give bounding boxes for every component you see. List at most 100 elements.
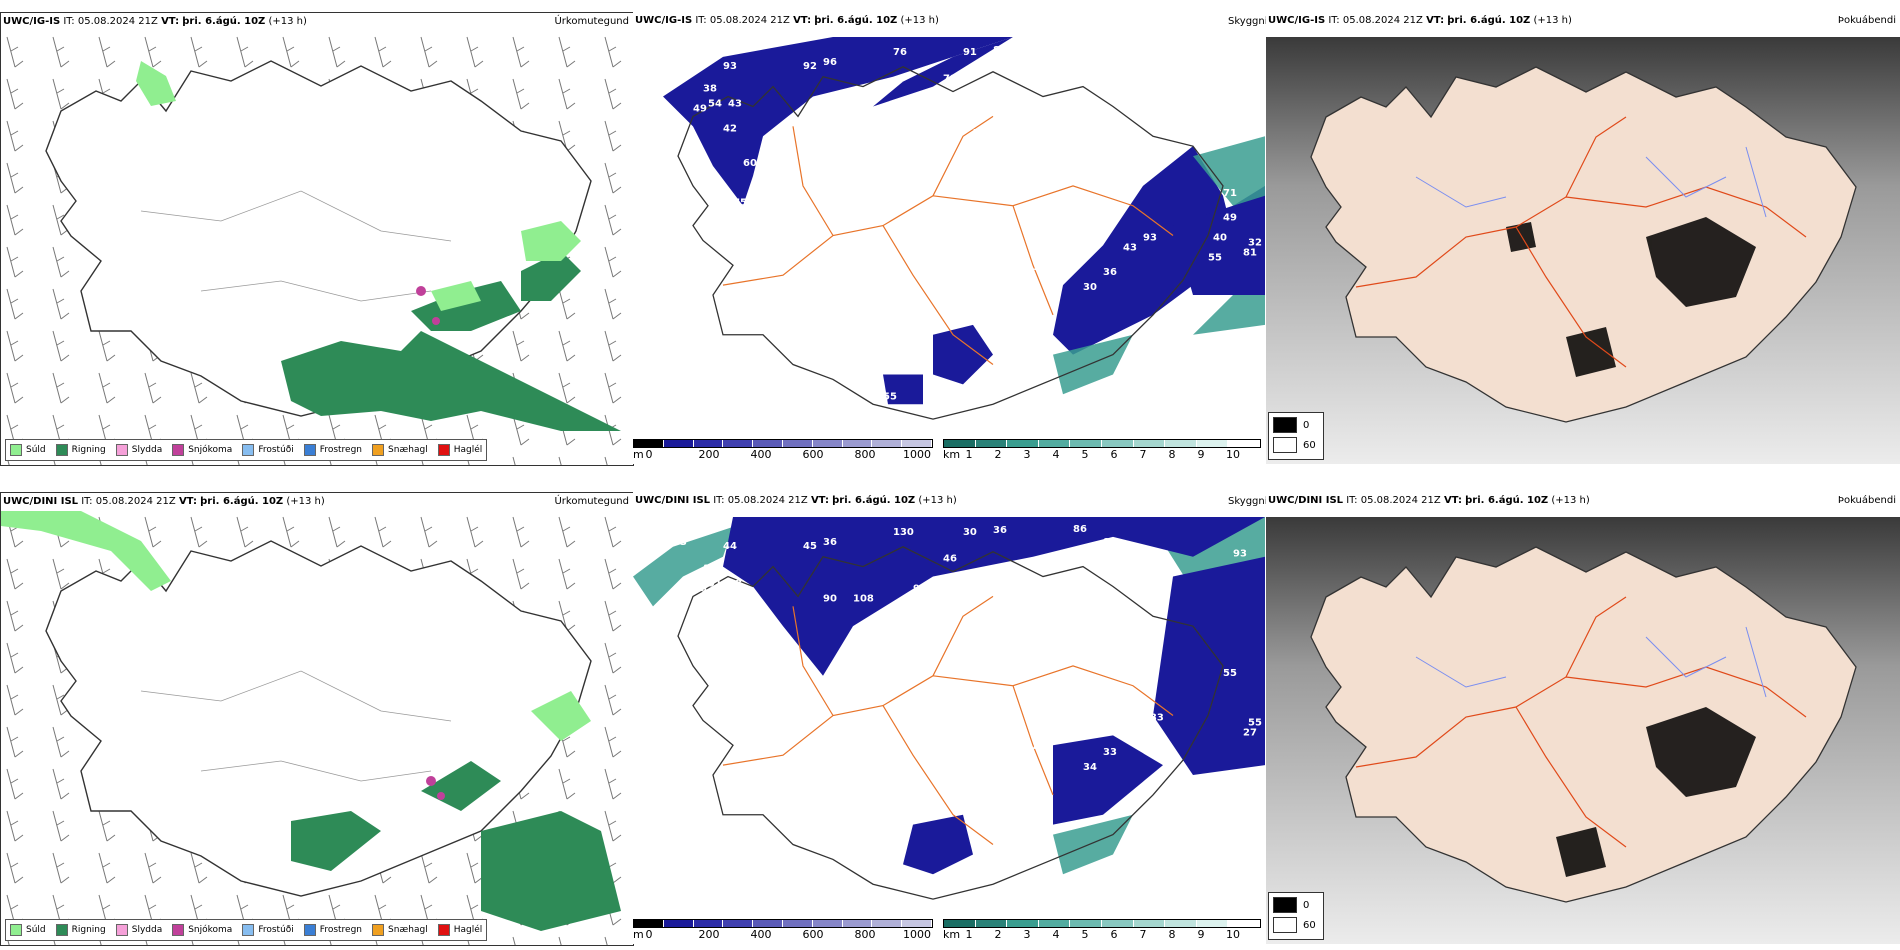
- valid-label: VT:: [1443, 495, 1462, 506]
- ceiling-height-label: 45: [803, 541, 817, 552]
- tick: 1: [965, 448, 973, 461]
- ceiling-height-label: 94: [913, 583, 927, 594]
- valid-label: VT:: [1426, 15, 1445, 26]
- swatch: [55, 924, 68, 936]
- ceiling-visibility-panel-1: UWC/IG-IS IT: 05.08.2024 21Z VT: þri. 6.…: [633, 12, 1265, 464]
- ceiling-height-label: 30: [963, 527, 977, 538]
- ceiling-height-label: 30: [1033, 797, 1047, 808]
- legend-label: Súld: [26, 925, 46, 935]
- legend-label: Frostúði: [258, 925, 294, 935]
- legend-item: Snjókoma: [172, 444, 232, 456]
- legend-item: Rigning: [55, 924, 106, 936]
- legend-item: Súld: [10, 924, 46, 936]
- fog-key-white: 60: [1303, 919, 1316, 931]
- visibility-scale: km 1 2 3 4 5 6 7 8 9 10: [943, 919, 1261, 942]
- lead-time: (+13 h): [286, 496, 325, 507]
- panel-title: Þokuábendi: [1837, 15, 1896, 26]
- ceiling-height-label: 94: [953, 99, 967, 110]
- swatch: [10, 444, 22, 456]
- fog-key-white: 60: [1303, 439, 1316, 451]
- init-time: IT: 05.08.2024 21Z: [713, 495, 808, 506]
- precip-map: [1, 31, 633, 465]
- ceiling-unit: m: [633, 448, 644, 461]
- tick: 3: [1023, 448, 1031, 461]
- ceiling-height-label: 34: [1083, 762, 1097, 773]
- legend-label: Rigning: [71, 925, 106, 935]
- tick: 200: [698, 928, 720, 941]
- ceiling-height-label: 80: [783, 767, 797, 778]
- ceiling-height-label: 60: [743, 158, 757, 169]
- ceiling-height-label: 93: [723, 61, 737, 72]
- legend-label: Frostregn: [319, 445, 363, 455]
- ceiling-height-label: 33: [1103, 747, 1117, 758]
- ceiling-height-label: 38: [703, 84, 717, 95]
- ceiling-height-label: 132: [723, 603, 744, 614]
- tick: 10: [1226, 448, 1240, 461]
- panel-header: UWC/DINI ISL IT: 05.08.2024 21Z VT: þri.…: [1, 493, 633, 511]
- tick: 1000: [903, 448, 931, 461]
- legend-item: Snæhagl: [372, 444, 428, 456]
- ceiling-height-label: 81: [1103, 57, 1117, 68]
- swatch: [303, 924, 316, 936]
- ceiling-scale-bar: [633, 439, 933, 448]
- valid-time: þri. 6.ágú. 10Z: [814, 15, 898, 26]
- swatch: [115, 444, 128, 456]
- ceiling-scale-bar: [633, 919, 933, 928]
- ceiling-height-label: 56: [743, 638, 757, 649]
- model-name: UWC/IG-IS: [1268, 15, 1326, 26]
- ceiling-height-label: 49: [693, 103, 707, 114]
- iceland-outline: [677, 546, 1224, 900]
- ceiling-map: 144 93 92 96 91 85 76 93 81 38 54 43 49 42 87 76 70 79 94 7…: [633, 37, 1265, 434]
- panel-header: UWC/IG-IS IT: 05.08.2024 21Z VT: þri. 6.…: [1266, 12, 1900, 30]
- ceiling-height-label: 54: [708, 99, 722, 110]
- visibility-scale-bar: [943, 919, 1261, 928]
- ceiling-height-label: 71: [1223, 188, 1237, 199]
- legend-item: Haglél: [437, 924, 483, 936]
- ceiling-height-label: 28: [1033, 317, 1047, 328]
- legend-label: Rigning: [71, 445, 106, 455]
- ceiling-height-label: 36: [1103, 267, 1117, 278]
- legend-label: Haglél: [453, 925, 483, 935]
- tick: 3: [1023, 928, 1031, 941]
- ceiling-height-label: 55: [1223, 668, 1237, 679]
- valid-label: VT:: [178, 496, 197, 507]
- legend-label: Snæhagl: [388, 445, 428, 455]
- legend-label: Frostregn: [319, 925, 363, 935]
- tick: 600: [802, 928, 824, 941]
- ceiling-height-label: 72: [913, 366, 927, 377]
- panel-title: Úrkomutegund: [554, 16, 629, 27]
- visibility-scale: km 1 2 3 4 5 6 7 8 9 10: [943, 439, 1261, 462]
- panel-header: UWC/DINI ISL IT: 05.08.2024 21Z VT: þri.…: [633, 492, 1265, 510]
- fog-map: [1266, 517, 1900, 944]
- ceiling-height-label: 32: [1248, 237, 1262, 248]
- ceiling-height-label: 108: [1123, 722, 1144, 733]
- ceiling-height-label: 78: [743, 708, 757, 719]
- visibility-scale-bar: [943, 439, 1261, 448]
- ceiling-height-label: 81: [1243, 247, 1257, 258]
- ceiling-height-label: 36: [823, 537, 837, 548]
- ceiling-height-label: 83: [1103, 537, 1117, 548]
- tick: 7: [1139, 928, 1147, 941]
- ceiling-height-label: 73: [673, 537, 687, 548]
- ceiling-height-label: 31: [1033, 262, 1047, 273]
- ceiling-height-label: 96: [823, 57, 837, 68]
- drizzle-areas: [136, 61, 581, 311]
- precip-map: [1, 511, 633, 945]
- tick: 0: [645, 448, 653, 461]
- ceiling-areas: [723, 517, 1265, 875]
- ceiling-map: 73 44 45 36 30 36 130 86 83 101 91 88 68 132 90 108 94 46…: [633, 517, 1265, 914]
- ceiling-height-label: 144: [673, 57, 694, 68]
- legend-item: Slydda: [115, 924, 162, 936]
- ceiling-height-label: 36: [953, 757, 967, 768]
- legend-label: Snjókoma: [188, 445, 233, 455]
- tick: 5: [1081, 928, 1089, 941]
- valid-label: VT:: [161, 16, 180, 27]
- legend-label: Frostúði: [258, 445, 294, 455]
- tick: 8: [1168, 928, 1176, 941]
- legend-item: Frostúði: [242, 924, 294, 936]
- legend-item: Rigning: [55, 444, 106, 456]
- valid-label: VT:: [793, 15, 812, 26]
- swatch: [172, 444, 185, 456]
- tick: 9: [1197, 448, 1205, 461]
- tick: 7: [1139, 448, 1147, 461]
